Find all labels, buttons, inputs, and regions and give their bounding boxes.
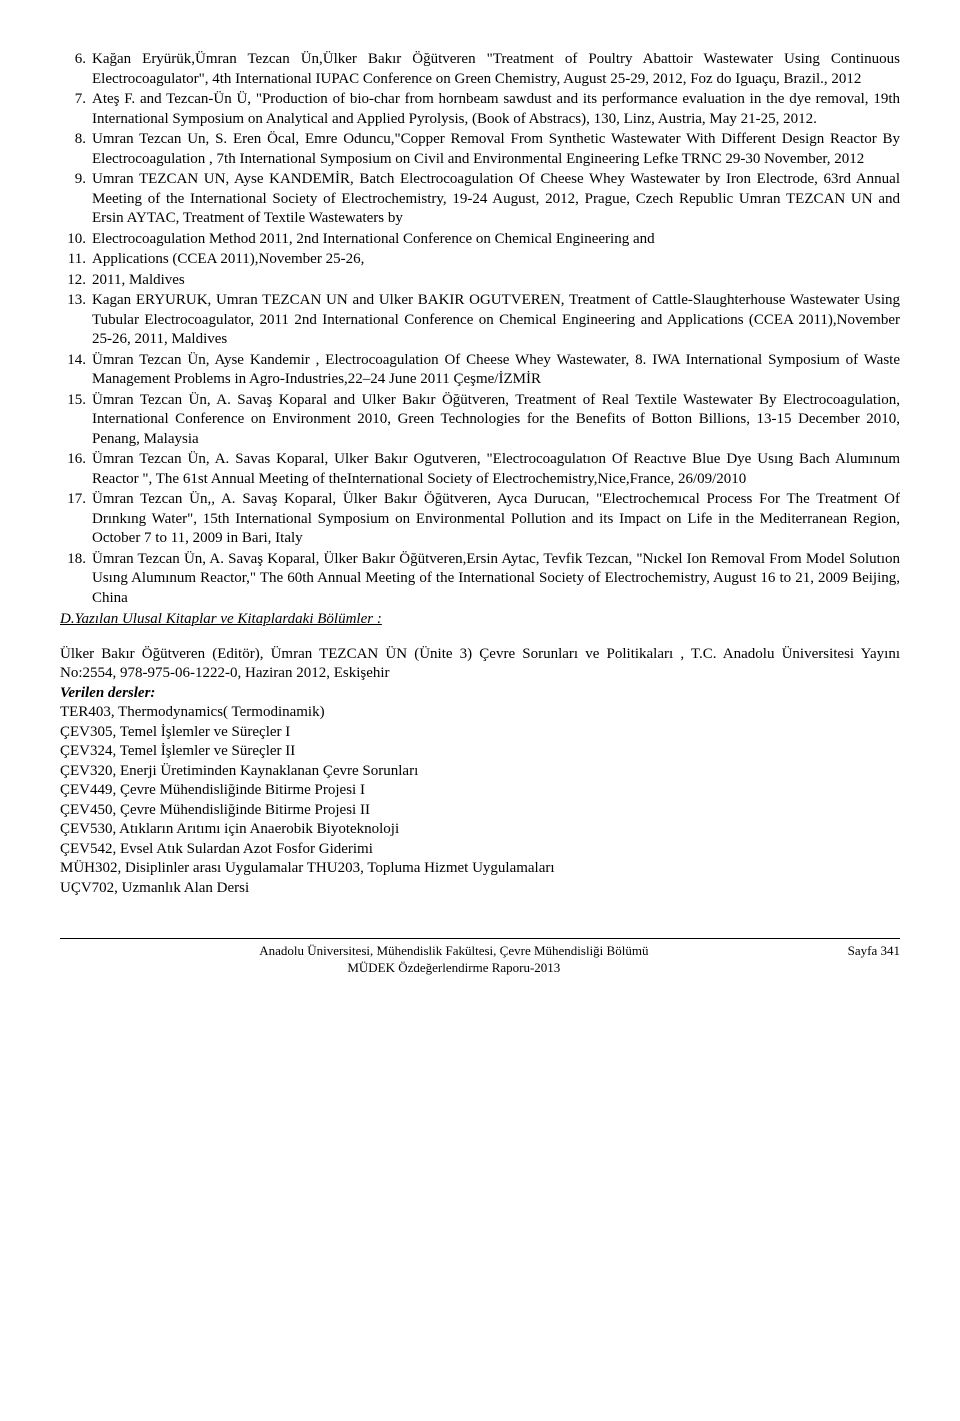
course-line: ÇEV324, Temel İşlemler ve Süreçler II: [60, 742, 900, 762]
item-text: Ateş F. and Tezcan-Ün Ü, "Production of …: [92, 90, 900, 129]
item-text: Ümran Tezcan Ün,, A. Savaş Koparal, Ülke…: [92, 490, 900, 549]
item-number: 13.: [60, 291, 92, 311]
footer-page-number: Sayfa 341: [848, 943, 900, 977]
book-line: Ülker Bakır Öğütveren (Editör), Ümran TE…: [60, 645, 900, 684]
item-text: Umran Tezcan Un, S. Eren Öcal, Emre Odun…: [92, 130, 900, 169]
list-item: 16.Ümran Tezcan Ün, A. Savas Koparal, Ul…: [60, 450, 900, 489]
item-number: 18.: [60, 550, 92, 570]
course-line: ÇEV450, Çevre Mühendisliğinde Bitirme Pr…: [60, 801, 900, 821]
item-text: Ümran Tezcan Ün, Ayse Kandemir , Electro…: [92, 351, 900, 390]
footer-center: Anadolu Üniversitesi, Mühendislik Fakült…: [60, 943, 848, 977]
footer-line-1: Anadolu Üniversitesi, Mühendislik Fakült…: [259, 943, 648, 958]
section-d-heading: D.Yazılan Ulusal Kitaplar ve Kitaplardak…: [60, 610, 900, 630]
item-text: 2011, Maldives: [92, 271, 900, 291]
item-number: 9.: [60, 170, 92, 190]
list-item: 14.Ümran Tezcan Ün, Ayse Kandemir , Elec…: [60, 351, 900, 390]
item-number: 12.: [60, 271, 92, 291]
list-item: 8.Umran Tezcan Un, S. Eren Öcal, Emre Od…: [60, 130, 900, 169]
list-item: 7.Ateş F. and Tezcan-Ün Ü, "Production o…: [60, 90, 900, 129]
publication-list: 6.Kağan Eryürük,Ümran Tezcan Ün,Ülker Ba…: [60, 50, 900, 608]
list-item: 9.Umran TEZCAN UN, Ayse KANDEMİR, Batch …: [60, 170, 900, 229]
list-item: 11.Applications (CCEA 2011),November 25-…: [60, 250, 900, 270]
item-number: 6.: [60, 50, 92, 70]
course-line: ÇEV305, Temel İşlemler ve Süreçler I: [60, 723, 900, 743]
list-item: 12.2011, Maldives: [60, 271, 900, 291]
courses-heading: Verilen dersler:: [60, 684, 900, 704]
item-text: Umran TEZCAN UN, Ayse KANDEMİR, Batch El…: [92, 170, 900, 229]
item-number: 11.: [60, 250, 92, 270]
item-number: 8.: [60, 130, 92, 150]
item-text: Kağan Eryürük,Ümran Tezcan Ün,Ülker Bakı…: [92, 50, 900, 89]
list-item: 6.Kağan Eryürük,Ümran Tezcan Ün,Ülker Ba…: [60, 50, 900, 89]
item-text: Ümran Tezcan Ün, A. Savas Koparal, Ulker…: [92, 450, 900, 489]
list-item: 18.Ümran Tezcan Ün, A. Savaş Koparal, Ül…: [60, 550, 900, 609]
list-item: 15.Ümran Tezcan Ün, A. Savaş Koparal and…: [60, 391, 900, 450]
course-line: UÇV702, Uzmanlık Alan Dersi: [60, 879, 900, 899]
item-number: 14.: [60, 351, 92, 371]
course-list: TER403, Thermodynamics( Termodinamik)ÇEV…: [60, 703, 900, 898]
list-item: 10.Electrocoagulation Method 2011, 2nd I…: [60, 230, 900, 250]
item-text: Ümran Tezcan Ün, A. Savaş Koparal, Ülker…: [92, 550, 900, 609]
item-number: 17.: [60, 490, 92, 510]
item-text: Electrocoagulation Method 2011, 2nd Inte…: [92, 230, 900, 250]
course-line: MÜH302, Disiplinler arası Uygulamalar TH…: [60, 859, 900, 879]
course-line: TER403, Thermodynamics( Termodinamik): [60, 703, 900, 723]
footer-line-2: MÜDEK Özdeğerlendirme Raporu-2013: [347, 960, 560, 975]
course-line: ÇEV542, Evsel Atık Sulardan Azot Fosfor …: [60, 840, 900, 860]
item-text: Applications (CCEA 2011),November 25-26,: [92, 250, 900, 270]
item-number: 16.: [60, 450, 92, 470]
page-footer: Anadolu Üniversitesi, Mühendislik Fakült…: [60, 938, 900, 977]
item-number: 10.: [60, 230, 92, 250]
item-number: 7.: [60, 90, 92, 110]
course-line: ÇEV530, Atıkların Arıtımı için Anaerobik…: [60, 820, 900, 840]
item-text: Kagan ERYURUK, Umran TEZCAN UN and Ulker…: [92, 291, 900, 350]
course-line: ÇEV449, Çevre Mühendisliğinde Bitirme Pr…: [60, 781, 900, 801]
list-item: 13.Kagan ERYURUK, Umran TEZCAN UN and Ul…: [60, 291, 900, 350]
item-number: 15.: [60, 391, 92, 411]
item-text: Ümran Tezcan Ün, A. Savaş Koparal and Ul…: [92, 391, 900, 450]
course-line: ÇEV320, Enerji Üretiminden Kaynaklanan Ç…: [60, 762, 900, 782]
list-item: 17.Ümran Tezcan Ün,, A. Savaş Koparal, Ü…: [60, 490, 900, 549]
